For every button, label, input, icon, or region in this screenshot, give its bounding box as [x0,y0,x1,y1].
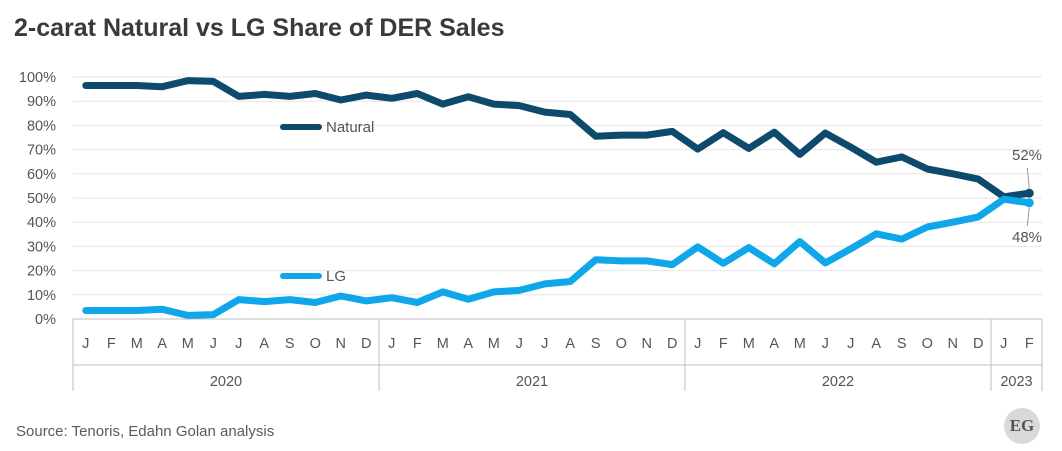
month-label: M [131,336,143,352]
month-label: O [616,336,627,352]
month-label: M [182,336,194,352]
month-label: A [463,336,473,352]
month-label: J [388,336,395,352]
month-label: J [235,336,242,352]
month-label: J [541,336,548,352]
month-label: F [1025,336,1034,352]
y-axis-ticks: 0% 10% 20% 30% 40% 50% 60% 70% 80% 90% 100% [19,70,56,328]
eg-logo: EG [1004,408,1040,444]
month-label: D [361,336,371,352]
month-label: M [794,336,806,352]
year-label: 2021 [516,374,548,390]
month-label: J [1000,336,1007,352]
month-label: F [413,336,422,352]
month-label: A [769,336,779,352]
leader-line-lg [1026,207,1030,227]
month-label: N [642,336,652,352]
y-tick-label: 40% [27,215,56,231]
month-label: S [897,336,907,352]
month-label: D [667,336,677,352]
y-tick-label: 20% [27,264,56,280]
month-label: M [488,336,500,352]
month-label: J [82,336,89,352]
y-tick-label: 60% [27,167,56,183]
y-tick-label: 10% [27,288,56,304]
y-tick-label: 100% [19,70,56,86]
leader-line-natural [1026,167,1030,189]
month-label: S [285,336,295,352]
month-label: M [743,336,755,352]
gridlines [73,76,1042,296]
month-label: A [871,336,881,352]
chart-title: 2-carat Natural vs LG Share of DER Sales [14,14,505,42]
month-label: S [591,336,601,352]
legend: Natural LG [280,119,374,285]
series-line-lg [82,195,1033,319]
month-label: J [847,336,854,352]
y-tick-label: 70% [27,143,56,159]
y-tick-label: 0% [35,312,56,328]
month-label: J [210,336,217,352]
year-label: 2022 [822,374,854,390]
year-label: 2023 [1000,374,1032,390]
series-line-natural [82,77,1033,201]
end-labels: 52% 48% [1012,147,1042,246]
end-label-natural: 52% [1012,147,1042,164]
month-label: J [822,336,829,352]
month-label: F [107,336,116,352]
legend-label-lg: LG [326,268,346,285]
y-tick-label: 30% [27,239,56,255]
month-label: F [719,336,728,352]
source-note: Source: Tenoris, Edahn Golan analysis [16,423,275,440]
month-label: N [336,336,346,352]
series-lines [82,77,1034,319]
month-label: A [565,336,575,352]
end-label-lg: 48% [1012,229,1042,246]
month-label: J [694,336,701,352]
month-label: J [516,336,523,352]
x-axis: J F M A M J J A S O N D J F M A M J J A S O N D J F M A M J J A S O N D J F20… [72,318,1043,391]
month-label: A [259,336,269,352]
y-tick-label: 90% [27,94,56,110]
legend-label-natural: Natural [326,119,374,136]
month-label: A [157,336,167,352]
year-label: 2020 [210,374,242,390]
end-marker-lg [1024,198,1034,208]
end-marker-natural [1024,188,1034,198]
month-label: D [973,336,983,352]
y-tick-label: 50% [27,191,56,207]
month-label: N [948,336,958,352]
month-label: O [922,336,933,352]
y-tick-label: 80% [27,118,56,134]
month-label: O [310,336,321,352]
month-label: M [437,336,449,352]
